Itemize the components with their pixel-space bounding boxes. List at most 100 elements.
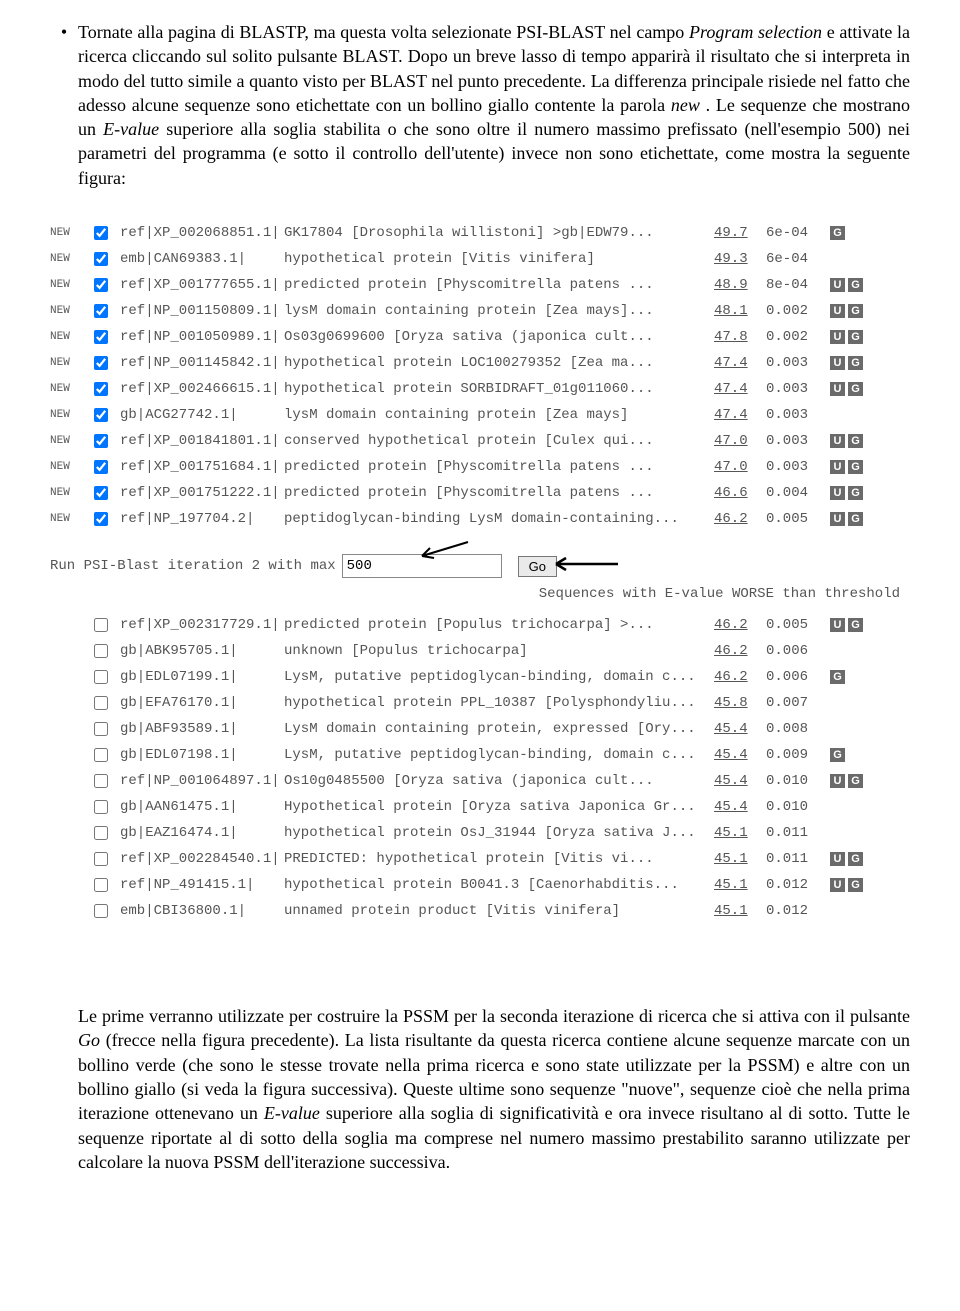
score-cell[interactable]: 45.4	[714, 799, 766, 815]
score-cell[interactable]: 47.8	[714, 329, 766, 345]
include-checkbox[interactable]	[94, 278, 108, 292]
score-cell[interactable]: 47.4	[714, 407, 766, 423]
include-checkbox[interactable]	[94, 722, 108, 736]
unigene-icon[interactable]: U	[830, 330, 845, 344]
accession-cell[interactable]: ref|XP_001777655.1|	[120, 277, 284, 293]
include-checkbox[interactable]	[94, 826, 108, 840]
accession-cell[interactable]: ref|NP_001064897.1|	[120, 773, 284, 789]
accession-cell[interactable]: gb|EAZ16474.1|	[120, 825, 284, 841]
accession-cell[interactable]: ref|XP_002466615.1|	[120, 381, 284, 397]
include-checkbox[interactable]	[94, 304, 108, 318]
include-checkbox[interactable]	[94, 486, 108, 500]
include-checkbox[interactable]	[94, 252, 108, 266]
accession-cell[interactable]: ref|XP_002317729.1|	[120, 617, 284, 633]
gene-icon[interactable]: G	[848, 852, 863, 866]
gene-icon[interactable]: G	[848, 278, 863, 292]
gene-icon[interactable]: G	[830, 226, 845, 240]
gene-icon[interactable]: G	[848, 618, 863, 632]
unigene-icon[interactable]: U	[830, 356, 845, 370]
include-checkbox[interactable]	[94, 670, 108, 684]
score-cell[interactable]: 48.9	[714, 277, 766, 293]
accession-cell[interactable]: ref|NP_491415.1|	[120, 877, 284, 893]
gene-icon[interactable]: G	[848, 486, 863, 500]
score-cell[interactable]: 46.2	[714, 643, 766, 659]
gene-icon[interactable]: G	[848, 878, 863, 892]
score-cell[interactable]: 48.1	[714, 303, 766, 319]
unigene-icon[interactable]: U	[830, 382, 845, 396]
include-checkbox[interactable]	[94, 618, 108, 632]
accession-cell[interactable]: gb|ACG27742.1|	[120, 407, 284, 423]
score-cell[interactable]: 45.4	[714, 721, 766, 737]
accession-cell[interactable]: gb|EDL07198.1|	[120, 747, 284, 763]
include-checkbox[interactable]	[94, 356, 108, 370]
unigene-icon[interactable]: U	[830, 434, 845, 448]
unigene-icon[interactable]: U	[830, 512, 845, 526]
include-checkbox[interactable]	[94, 696, 108, 710]
score-cell[interactable]: 47.0	[714, 459, 766, 475]
accession-cell[interactable]: ref|NP_001050989.1|	[120, 329, 284, 345]
unigene-icon[interactable]: U	[830, 486, 845, 500]
score-cell[interactable]: 47.4	[714, 381, 766, 397]
gene-icon[interactable]: G	[848, 460, 863, 474]
accession-cell[interactable]: ref|XP_002068851.1|	[120, 225, 284, 241]
include-checkbox[interactable]	[94, 460, 108, 474]
score-cell[interactable]: 47.4	[714, 355, 766, 371]
gene-icon[interactable]: G	[830, 748, 845, 762]
include-checkbox[interactable]	[94, 774, 108, 788]
accession-cell[interactable]: ref|XP_001841801.1|	[120, 433, 284, 449]
score-cell[interactable]: 45.1	[714, 825, 766, 841]
score-cell[interactable]: 45.1	[714, 903, 766, 919]
gene-icon[interactable]: G	[848, 434, 863, 448]
include-checkbox[interactable]	[94, 226, 108, 240]
gene-icon[interactable]: G	[830, 670, 845, 684]
accession-cell[interactable]: ref|NP_001150809.1|	[120, 303, 284, 319]
gene-icon[interactable]: G	[848, 356, 863, 370]
accession-cell[interactable]: ref|XP_001751684.1|	[120, 459, 284, 475]
include-checkbox[interactable]	[94, 382, 108, 396]
accession-cell[interactable]: gb|ABF93589.1|	[120, 721, 284, 737]
score-cell[interactable]: 46.2	[714, 617, 766, 633]
accession-cell[interactable]: gb|EDL07199.1|	[120, 669, 284, 685]
accession-cell[interactable]: ref|XP_001751222.1|	[120, 485, 284, 501]
score-cell[interactable]: 49.7	[714, 225, 766, 241]
accession-cell[interactable]: gb|EFA76170.1|	[120, 695, 284, 711]
unigene-icon[interactable]: U	[830, 878, 845, 892]
accession-cell[interactable]: emb|CBI36800.1|	[120, 903, 284, 919]
include-checkbox[interactable]	[94, 748, 108, 762]
unigene-icon[interactable]: U	[830, 460, 845, 474]
accession-cell[interactable]: ref|NP_197704.2|	[120, 511, 284, 527]
include-checkbox[interactable]	[94, 904, 108, 918]
unigene-icon[interactable]: U	[830, 304, 845, 318]
gene-icon[interactable]: G	[848, 382, 863, 396]
include-checkbox[interactable]	[94, 434, 108, 448]
accession-cell[interactable]: gb|ABK95705.1|	[120, 643, 284, 659]
accession-cell[interactable]: emb|CAN69383.1|	[120, 251, 284, 267]
score-cell[interactable]: 46.6	[714, 485, 766, 501]
gene-icon[interactable]: G	[848, 774, 863, 788]
include-checkbox[interactable]	[94, 852, 108, 866]
gene-icon[interactable]: G	[848, 512, 863, 526]
include-checkbox[interactable]	[94, 512, 108, 526]
score-cell[interactable]: 45.4	[714, 773, 766, 789]
unigene-icon[interactable]: U	[830, 852, 845, 866]
unigene-icon[interactable]: U	[830, 278, 845, 292]
include-checkbox[interactable]	[94, 330, 108, 344]
include-checkbox[interactable]	[94, 408, 108, 422]
score-cell[interactable]: 45.8	[714, 695, 766, 711]
score-cell[interactable]: 47.0	[714, 433, 766, 449]
unigene-icon[interactable]: U	[830, 618, 845, 632]
score-cell[interactable]: 45.4	[714, 747, 766, 763]
gene-icon[interactable]: G	[848, 304, 863, 318]
include-checkbox[interactable]	[94, 800, 108, 814]
include-checkbox[interactable]	[94, 878, 108, 892]
accession-cell[interactable]: ref|XP_002284540.1|	[120, 851, 284, 867]
unigene-icon[interactable]: U	[830, 774, 845, 788]
gene-icon[interactable]: G	[848, 330, 863, 344]
accession-cell[interactable]: gb|AAN61475.1|	[120, 799, 284, 815]
accession-cell[interactable]: ref|NP_001145842.1|	[120, 355, 284, 371]
include-checkbox[interactable]	[94, 644, 108, 658]
score-cell[interactable]: 45.1	[714, 851, 766, 867]
score-cell[interactable]: 45.1	[714, 877, 766, 893]
score-cell[interactable]: 46.2	[714, 669, 766, 685]
score-cell[interactable]: 46.2	[714, 511, 766, 527]
